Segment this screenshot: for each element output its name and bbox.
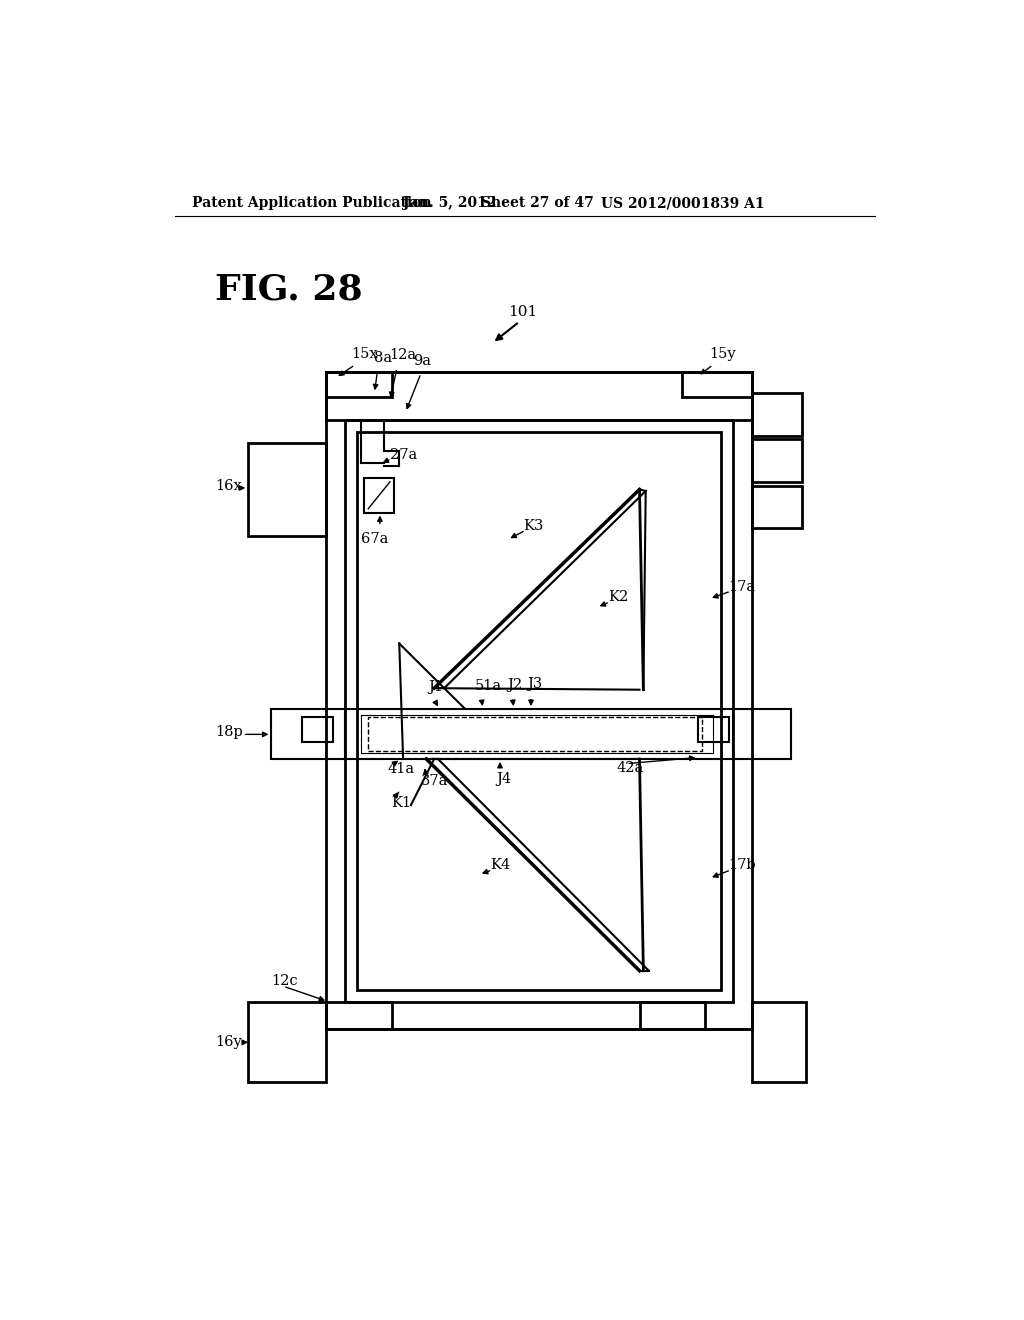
- Text: FIG. 28: FIG. 28: [215, 272, 362, 306]
- Bar: [682, 372, 752, 397]
- Text: 12a: 12a: [389, 348, 417, 363]
- Text: Patent Application Publication: Patent Application Publication: [193, 197, 432, 210]
- Text: 18p: 18p: [215, 725, 243, 739]
- Text: 41a: 41a: [388, 762, 415, 776]
- Text: 15x: 15x: [351, 347, 378, 360]
- Text: K2: K2: [608, 590, 629, 605]
- Text: 12c: 12c: [271, 974, 298, 987]
- Bar: [345, 420, 732, 1002]
- Text: K4: K4: [490, 858, 511, 873]
- Text: 37a: 37a: [421, 775, 449, 788]
- Bar: [356, 432, 721, 990]
- Text: 16y: 16y: [215, 1035, 242, 1049]
- Text: 42a: 42a: [616, 760, 643, 775]
- Bar: [365, 478, 394, 512]
- Text: J4: J4: [496, 772, 511, 787]
- Text: 16x: 16x: [215, 479, 242, 492]
- Text: 51a: 51a: [475, 678, 503, 693]
- Text: 27a: 27a: [390, 447, 417, 462]
- Bar: [640, 1002, 706, 1028]
- Bar: [752, 1002, 806, 1082]
- Text: 17a: 17a: [729, 579, 756, 594]
- Bar: [752, 393, 802, 436]
- Bar: [326, 1002, 391, 1028]
- Text: Jan. 5, 2012: Jan. 5, 2012: [403, 197, 497, 210]
- Bar: [302, 717, 334, 742]
- Text: 17b: 17b: [729, 858, 757, 873]
- Bar: [369, 717, 701, 751]
- Text: 9a: 9a: [414, 354, 431, 368]
- Text: K1: K1: [391, 796, 412, 810]
- Bar: [326, 372, 752, 1028]
- Bar: [326, 372, 391, 397]
- Text: K3: K3: [523, 520, 544, 533]
- Text: 101: 101: [509, 305, 538, 319]
- Text: J3: J3: [527, 677, 543, 692]
- Bar: [271, 709, 345, 759]
- Text: 8a: 8a: [374, 351, 392, 364]
- Bar: [732, 709, 791, 759]
- Text: Sheet 27 of 47: Sheet 27 of 47: [480, 197, 593, 210]
- Text: 15y: 15y: [710, 347, 736, 360]
- Bar: [752, 486, 802, 528]
- Bar: [697, 717, 729, 742]
- Text: J1: J1: [429, 680, 443, 694]
- Text: 67a: 67a: [360, 532, 388, 546]
- Text: J2: J2: [508, 678, 523, 692]
- Bar: [248, 444, 326, 536]
- Bar: [248, 1002, 326, 1082]
- Bar: [752, 440, 802, 482]
- Text: US 2012/0001839 A1: US 2012/0001839 A1: [601, 197, 764, 210]
